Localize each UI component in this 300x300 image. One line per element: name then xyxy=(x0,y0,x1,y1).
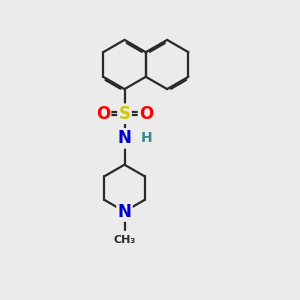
Text: O: O xyxy=(96,105,110,123)
Text: N: N xyxy=(118,202,131,220)
Text: S: S xyxy=(118,105,130,123)
Text: H: H xyxy=(140,131,152,145)
Text: N: N xyxy=(118,129,131,147)
Text: O: O xyxy=(139,105,153,123)
Text: CH₃: CH₃ xyxy=(113,235,136,245)
